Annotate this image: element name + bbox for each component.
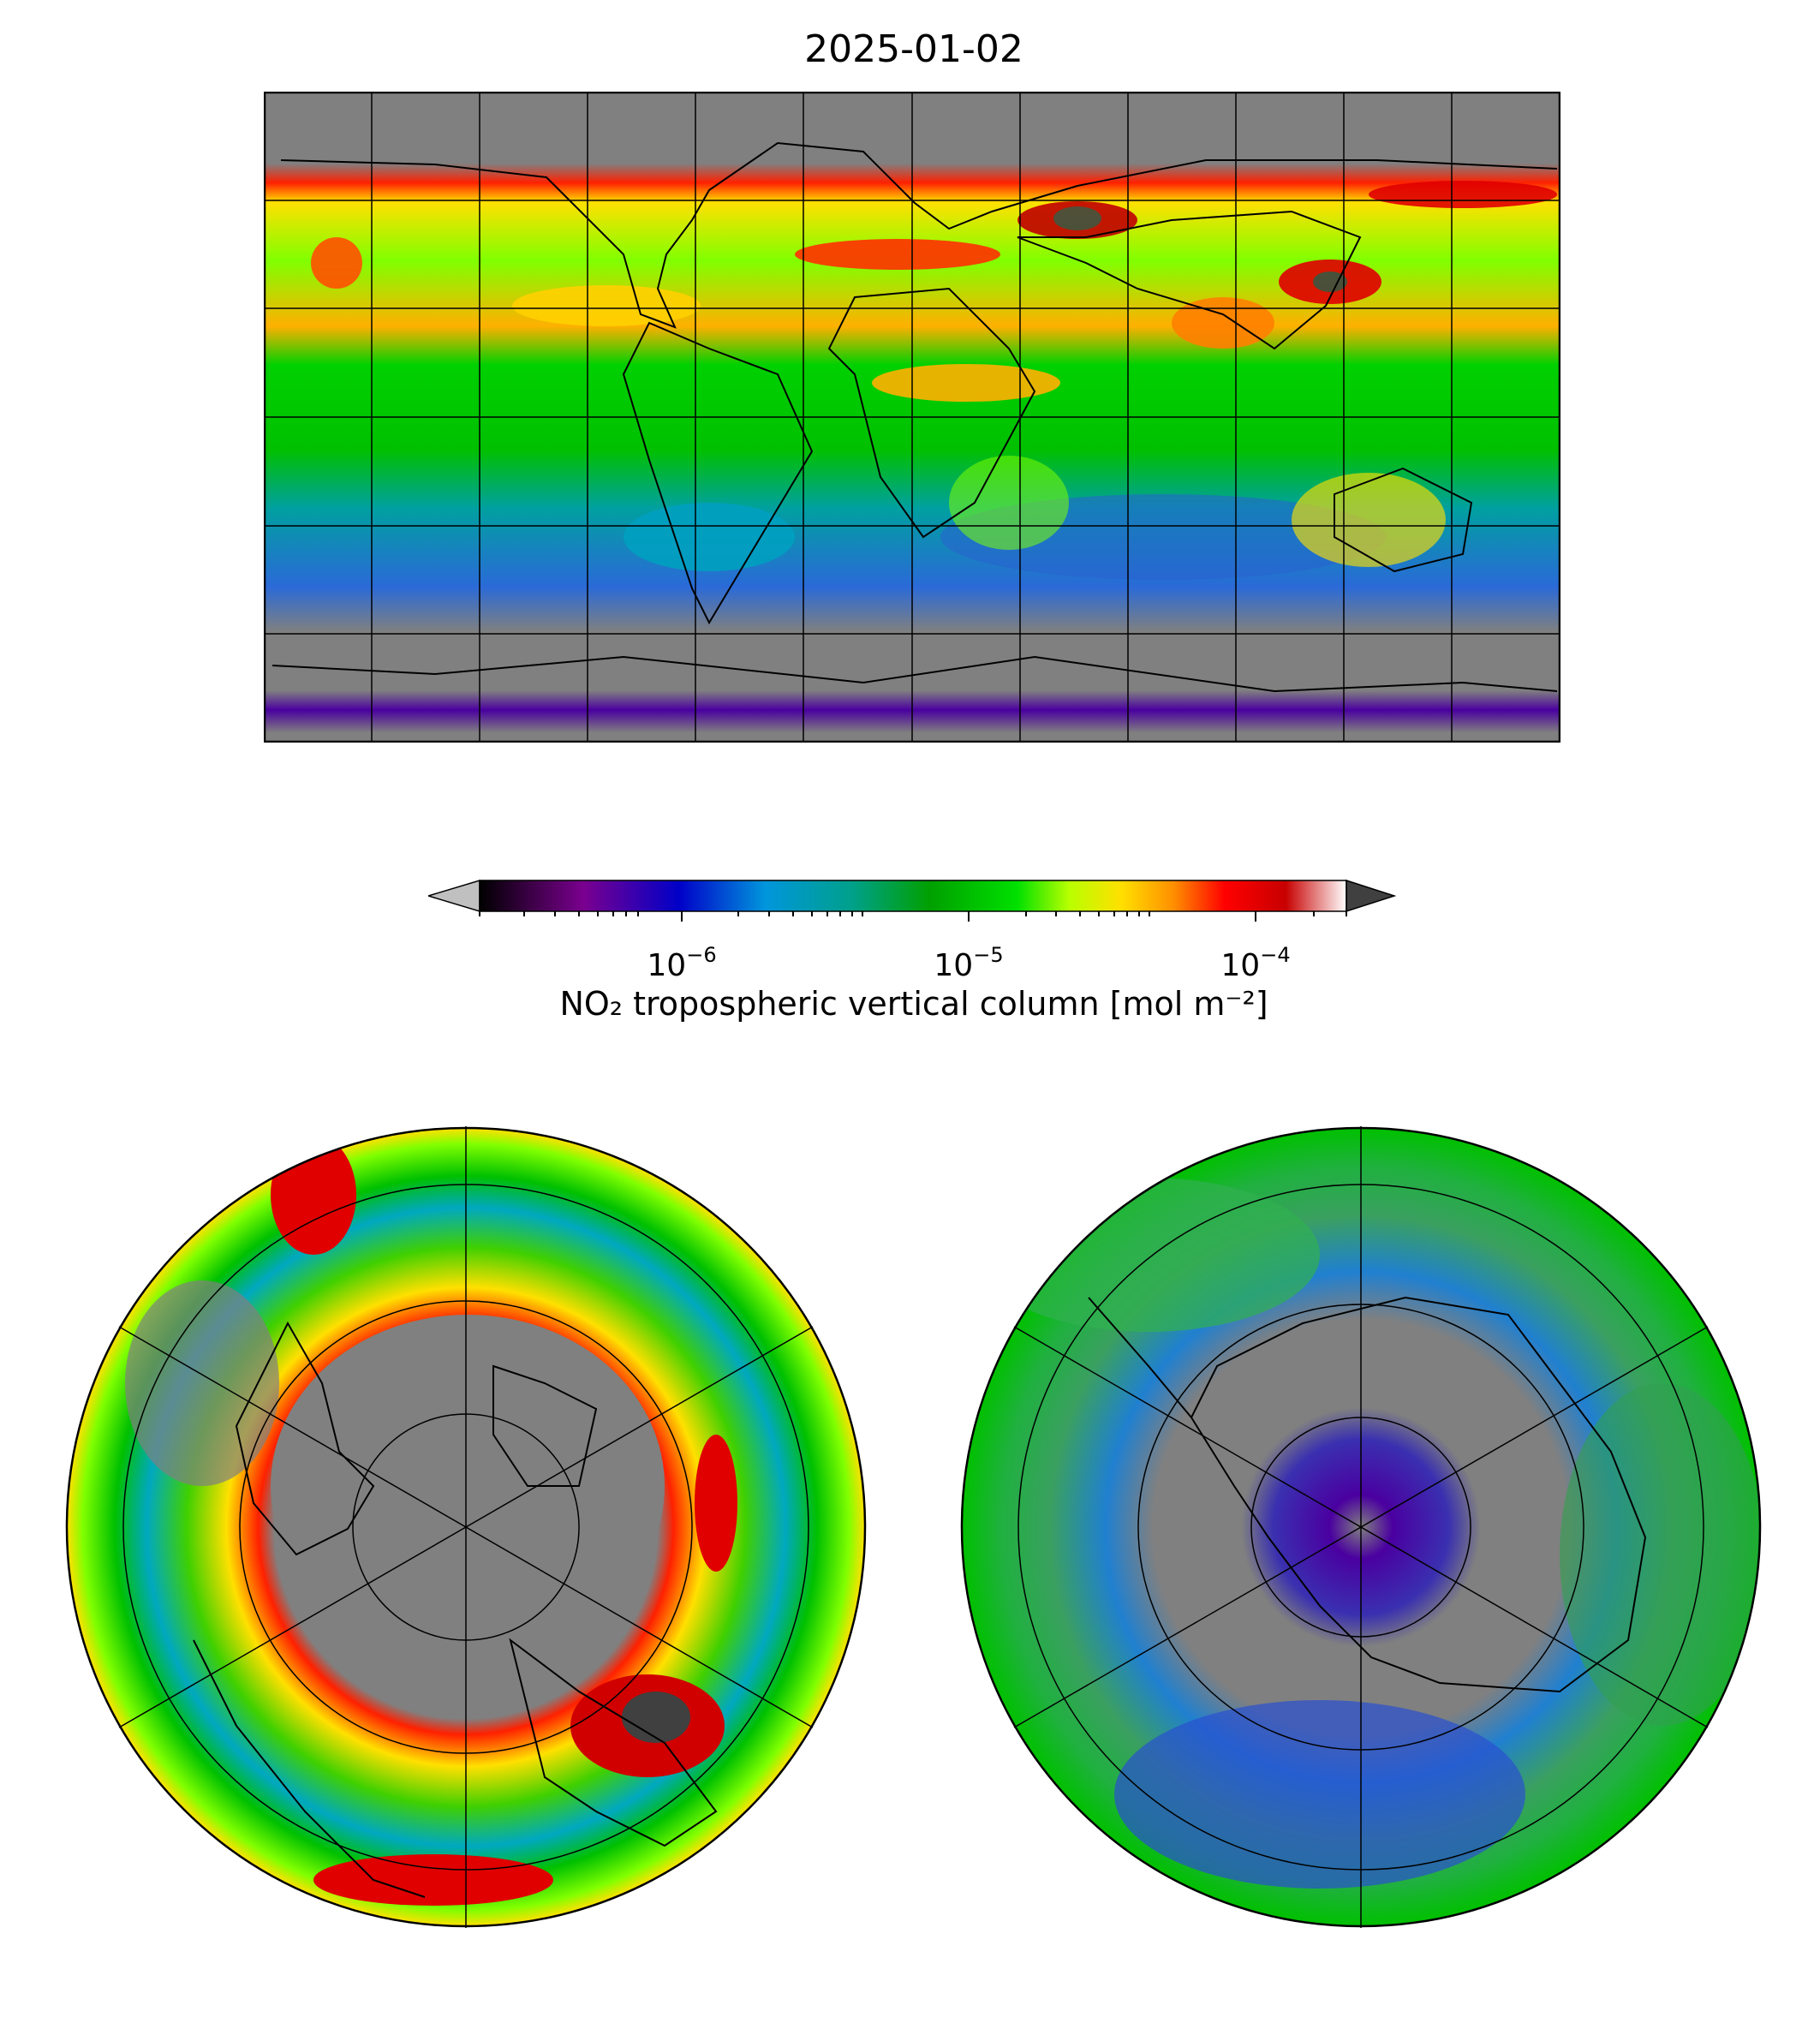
colorbar <box>428 879 1396 922</box>
north-polar-coastlines <box>193 1321 718 1898</box>
south-polar-gridlines <box>1013 1126 1709 1928</box>
colorbar-ticks <box>479 911 1347 922</box>
global-gridlines <box>264 92 1560 743</box>
colorbar-tick-label-1e-6: 10−6 <box>647 943 717 983</box>
north-polar-gridlines <box>118 1126 814 1928</box>
coastlines <box>272 141 1558 693</box>
colorbar-label: NO₂ tropospheric vertical column [mol m⁻… <box>559 985 1268 1023</box>
colorbar-tick-label-1e-5: 10−5 <box>934 943 1004 983</box>
colorbar-over-extension <box>1346 879 1396 913</box>
colorbar-under-extension <box>428 879 480 913</box>
colorbar-tick-label-1e-4: 10−4 <box>1220 943 1291 983</box>
global-map <box>264 92 1560 743</box>
figure-title: 2025-01-02 <box>804 27 1023 71</box>
north-polar-map <box>65 1126 867 1928</box>
colorbar-gradient <box>480 880 1346 911</box>
south-polar-map <box>960 1126 1762 1928</box>
